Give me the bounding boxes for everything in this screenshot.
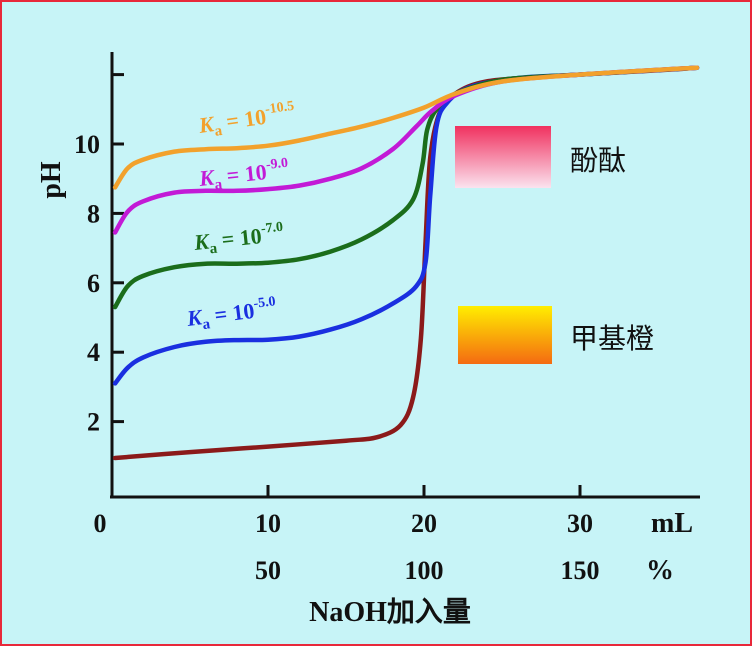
ka-label: Ka = 10-7.0 <box>192 220 286 259</box>
x-tick-label: 0 <box>94 509 107 538</box>
titration-curve-5 <box>112 65 700 190</box>
y-tick-label: 2 <box>87 408 100 437</box>
y-tick-label: 6 <box>87 269 100 298</box>
series-labels: Ka = 10-10.5 Ka = 10-9.0 Ka = 10-7.0 Ka = 1… <box>184 99 297 335</box>
ka-label: Ka = 10-10.5 <box>196 99 297 142</box>
x-tick-label: 10 <box>255 509 281 538</box>
percent-tick-label: 100 <box>405 556 444 585</box>
indicator-legend: 酚酞 甲基橙 <box>455 126 654 364</box>
curves <box>112 65 700 461</box>
ka-label: Ka = 10-9.0 <box>197 156 291 195</box>
y-tick-label: 4 <box>87 338 100 367</box>
y-axis-title: pH <box>36 161 67 199</box>
methyl-orange-swatch <box>458 306 552 364</box>
x-axis-title: NaOH加入量 <box>309 596 471 628</box>
percent-tick-label: 150 <box>561 556 600 585</box>
x-tick-label: 20 <box>411 509 437 538</box>
x-tick-label: 30 <box>567 509 593 538</box>
y-tick-label: 10 <box>74 130 100 159</box>
percent-unit-label: % <box>646 555 674 586</box>
phenolphthalein-label: 酚酞 <box>570 144 626 177</box>
y-tick-label: 8 <box>87 199 100 228</box>
methyl-orange-label: 甲基橙 <box>570 322 654 355</box>
percent-tick-label: 50 <box>255 556 281 585</box>
ka-label: Ka = 10-5.0 <box>184 294 278 335</box>
phenolphthalein-swatch <box>455 126 551 188</box>
x-unit-label: mL <box>651 508 693 539</box>
